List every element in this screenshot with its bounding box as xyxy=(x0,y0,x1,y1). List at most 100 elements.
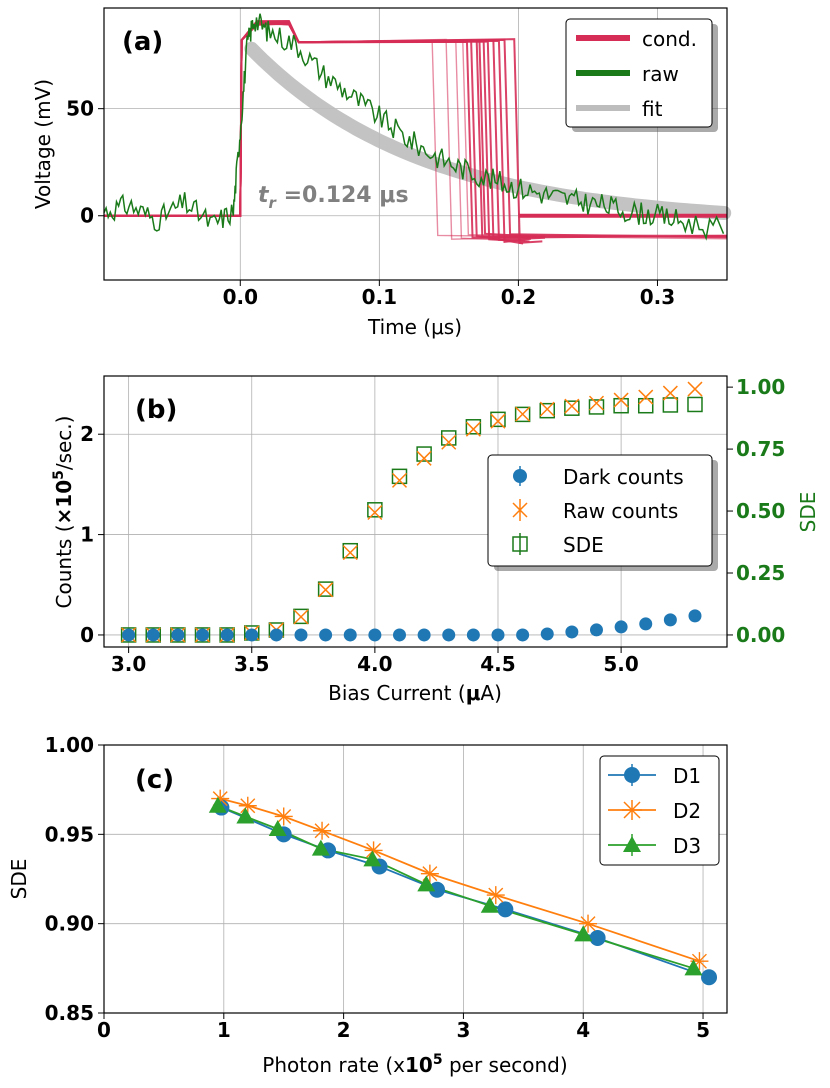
sde-marker xyxy=(613,397,629,414)
panel-a: 0.0 0.1 0.2 0.3 0 50 (a) tr =0.124 μs cond. r… xyxy=(31,7,732,339)
tick-label-x: 0.0 xyxy=(223,285,258,309)
raw-counts-marker xyxy=(588,395,605,411)
panel-b-label: (b) xyxy=(135,395,177,425)
dark-counts-marker xyxy=(245,628,259,642)
dark-counts-marker xyxy=(269,628,283,642)
dark-counts-marker xyxy=(195,628,209,642)
tick-label-x: 0.3 xyxy=(640,285,675,309)
tick-label-x: 4 xyxy=(576,1018,590,1042)
sde-marker xyxy=(588,399,605,415)
tick-label-x: 0.1 xyxy=(362,285,397,309)
dark-counts-marker xyxy=(417,628,431,642)
legend-d3-marker xyxy=(608,834,656,856)
dark-counts-marker xyxy=(688,609,702,623)
d3-marker xyxy=(236,807,255,824)
d1-marker xyxy=(589,929,606,946)
legend-b-box xyxy=(487,454,713,567)
tick-label-x: 4.5 xyxy=(480,652,515,676)
tick-label-y-right: 1.00 xyxy=(736,375,785,399)
dark-counts-marker xyxy=(466,628,480,642)
legend-d3-label: D3 xyxy=(673,834,701,858)
panel-b-xlabel: Bias Current (μA) xyxy=(328,681,502,705)
tick-label-y: 0 xyxy=(80,204,94,228)
dark-counts-marker xyxy=(146,628,160,642)
sde-marker xyxy=(440,430,457,446)
raw-trace xyxy=(103,13,725,241)
dark-counts-marker xyxy=(614,620,628,634)
panel-b-series xyxy=(120,381,703,643)
dark-counts-marker xyxy=(516,628,530,642)
d3-marker xyxy=(268,819,287,836)
panel-a-axes-frame xyxy=(103,7,728,281)
raw-counts-marker xyxy=(441,434,457,450)
panel-a-ticks: 0.0 0.1 0.2 0.3 0 50 xyxy=(66,97,675,309)
raw-counts-marker xyxy=(638,389,654,405)
panel-b-ticks: 3.0 3.5 4.0 4.5 5.0 0 1 2 0.00 0.25 0.50 0.75 1.00 xyxy=(80,375,785,676)
legend-c-box xyxy=(599,755,720,866)
tick-label-y-right: 0.50 xyxy=(736,499,785,523)
tick-label-x: 5.0 xyxy=(603,652,638,676)
tick-label-y-right: 0.25 xyxy=(736,561,785,585)
tick-label-y: 0 xyxy=(80,623,94,647)
dark-counts-marker xyxy=(294,628,308,642)
sde-marker xyxy=(539,402,555,419)
dark-counts-marker xyxy=(589,623,603,637)
legend-raw-label: raw xyxy=(642,62,679,86)
legend-sde-label: SDE xyxy=(563,533,604,557)
raw-counts-marker xyxy=(687,381,703,397)
sde-marker xyxy=(564,400,580,416)
dark-counts-marker xyxy=(491,628,505,642)
raw-counts-marker xyxy=(342,545,358,561)
legend-dark-label: Dark counts xyxy=(563,465,684,489)
raw-counts-marker xyxy=(515,406,531,422)
legend-raw-label: Raw counts xyxy=(563,499,678,523)
tick-label-y: 2 xyxy=(80,422,94,446)
legend-dark-marker xyxy=(513,466,527,486)
raw-counts-marker xyxy=(539,401,555,417)
panel-a-xlabel: Time (μs) xyxy=(367,315,462,339)
sde-marker xyxy=(687,396,703,413)
raw-counts-marker xyxy=(367,504,383,521)
raw-counts-marker xyxy=(662,385,678,401)
panel-c-ylabel: SDE xyxy=(7,859,31,900)
dark-counts-marker xyxy=(639,617,653,631)
sde-marker xyxy=(490,411,506,428)
panel-b-ylabel-right: SDE xyxy=(796,492,820,533)
legend-fit-label: fit xyxy=(642,97,663,121)
raw-counts-marker xyxy=(416,450,432,466)
sde-marker xyxy=(145,627,161,643)
d3-marker xyxy=(363,850,382,867)
legend-cond-label: cond. xyxy=(642,27,697,51)
panel-c-ticks: 0 1 2 3 4 5 0.85 0.90 0.95 1.00 xyxy=(45,733,710,1042)
dark-counts-marker xyxy=(220,628,234,642)
sde-marker xyxy=(293,608,309,625)
d3-marker xyxy=(684,959,703,976)
tick-label-x: 5 xyxy=(696,1018,710,1042)
sde-marker xyxy=(367,502,383,518)
dark-counts-marker xyxy=(171,628,185,642)
panel-b-ylabel: Counts (×105/sec.) xyxy=(51,416,76,609)
dark-counts-marker xyxy=(343,628,357,642)
tick-label-x: 3.0 xyxy=(111,652,146,676)
tick-label-x: 1 xyxy=(217,1018,231,1042)
dark-counts-marker xyxy=(392,628,406,642)
sde-marker xyxy=(342,542,358,559)
dark-counts-marker xyxy=(565,625,579,639)
d3-marker xyxy=(208,796,227,813)
d3-marker xyxy=(417,875,436,892)
d3-marker xyxy=(311,839,330,856)
raw-counts-marker xyxy=(465,421,481,437)
panel-a-ylabel: Voltage (mV) xyxy=(31,79,55,209)
tick-label-x: 2 xyxy=(337,1018,351,1042)
d3-marker xyxy=(480,896,499,913)
raw-counts-marker xyxy=(490,413,506,429)
d1-marker xyxy=(701,969,718,986)
raw-counts-marker xyxy=(391,472,408,488)
panel-a-legend: cond. raw fit xyxy=(565,18,718,132)
tick-label-y: 0.95 xyxy=(45,822,94,846)
d2-marker xyxy=(364,841,383,860)
sde-marker xyxy=(416,446,432,462)
tick-label-y: 1 xyxy=(80,523,94,547)
d2-marker xyxy=(274,807,293,826)
annotation-value: =0.124 μs xyxy=(276,183,409,208)
